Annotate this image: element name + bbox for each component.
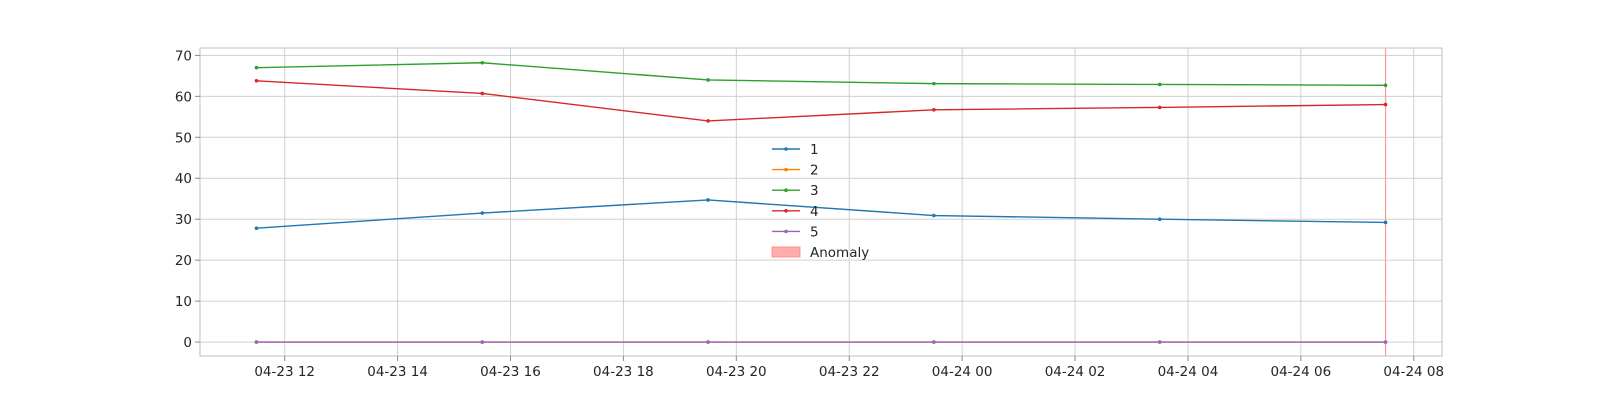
series-4-point <box>932 108 936 112</box>
y-tick-label: 70 <box>175 48 192 64</box>
series-5-point <box>932 340 936 344</box>
legend-marker-4 <box>784 209 788 213</box>
legend-label-3: 3 <box>810 183 819 199</box>
series-1-point <box>1157 217 1162 222</box>
x-axis-ticks: 04-23 12 04-23 14 04-23 16 04-23 18 04-23 20… <box>254 356 1444 380</box>
x-tick-label: 04-23 22 <box>819 364 880 380</box>
series-1-point <box>480 211 485 215</box>
y-tick-label: 30 <box>175 212 192 228</box>
y-axis-ticks: 0 10 20 30 40 50 60 70 <box>175 48 200 351</box>
series-3-point <box>1157 82 1162 87</box>
legend-marker-2 <box>784 167 788 172</box>
series-3-point <box>932 81 936 86</box>
grid <box>200 48 1442 356</box>
series-1-point <box>932 213 936 218</box>
series-1-point <box>254 226 259 231</box>
legend: 1 2 3 4 5 Anomaly <box>771 142 869 261</box>
legend-marker-3 <box>784 188 788 192</box>
series-4-point <box>254 78 259 83</box>
legend-label-4: 4 <box>810 204 819 220</box>
series-3-point <box>1383 83 1388 88</box>
series-1-point <box>706 198 710 202</box>
series-line-3 <box>256 62 1386 86</box>
series-lines <box>254 60 1388 344</box>
plot-frame <box>199 47 1443 357</box>
series-5-point <box>480 340 485 344</box>
x-tick-label: 04-24 06 <box>1271 364 1332 380</box>
legend-swatch-anomaly <box>771 246 801 258</box>
series-3-point <box>254 65 259 70</box>
legend-label-1: 1 <box>810 142 819 158</box>
y-tick-label: 40 <box>175 171 192 187</box>
series-4-point <box>706 119 710 123</box>
series-4-point <box>1383 102 1388 107</box>
series-5-point <box>254 340 259 344</box>
x-tick-label: 04-23 14 <box>367 364 428 380</box>
legend-label-5: 5 <box>810 224 819 240</box>
series-1-point <box>1383 220 1388 225</box>
y-tick-label: 60 <box>175 89 192 105</box>
y-tick-label: 50 <box>175 130 192 146</box>
x-tick-label: 04-24 00 <box>932 364 993 380</box>
y-tick-label: 20 <box>175 253 192 269</box>
series-5-point <box>706 340 710 344</box>
series-5-point <box>1157 340 1162 344</box>
x-tick-label: 04-24 02 <box>1045 364 1106 380</box>
series-3-point <box>706 78 710 82</box>
legend-marker-5 <box>784 229 788 234</box>
series-line-4 <box>256 80 1386 122</box>
series-3-point <box>480 60 485 65</box>
x-tick-label: 04-23 16 <box>480 364 541 380</box>
series-line-1 <box>256 199 1386 229</box>
legend-label-2: 2 <box>810 163 819 179</box>
x-tick-label: 04-23 18 <box>593 364 654 380</box>
y-tick-label: 0 <box>183 335 192 351</box>
y-tick-label: 10 <box>175 294 192 310</box>
series-4-point <box>480 91 485 96</box>
x-tick-label: 04-23 20 <box>706 364 767 380</box>
x-tick-label: 04-24 04 <box>1158 364 1219 380</box>
series-4-point <box>1157 105 1162 110</box>
series-5-point <box>1383 340 1388 344</box>
legend-label-anomaly: Anomaly <box>810 245 869 261</box>
x-tick-label: 04-23 12 <box>254 364 315 380</box>
x-tick-label: 04-24 08 <box>1383 364 1444 380</box>
legend-marker-1 <box>784 147 788 151</box>
